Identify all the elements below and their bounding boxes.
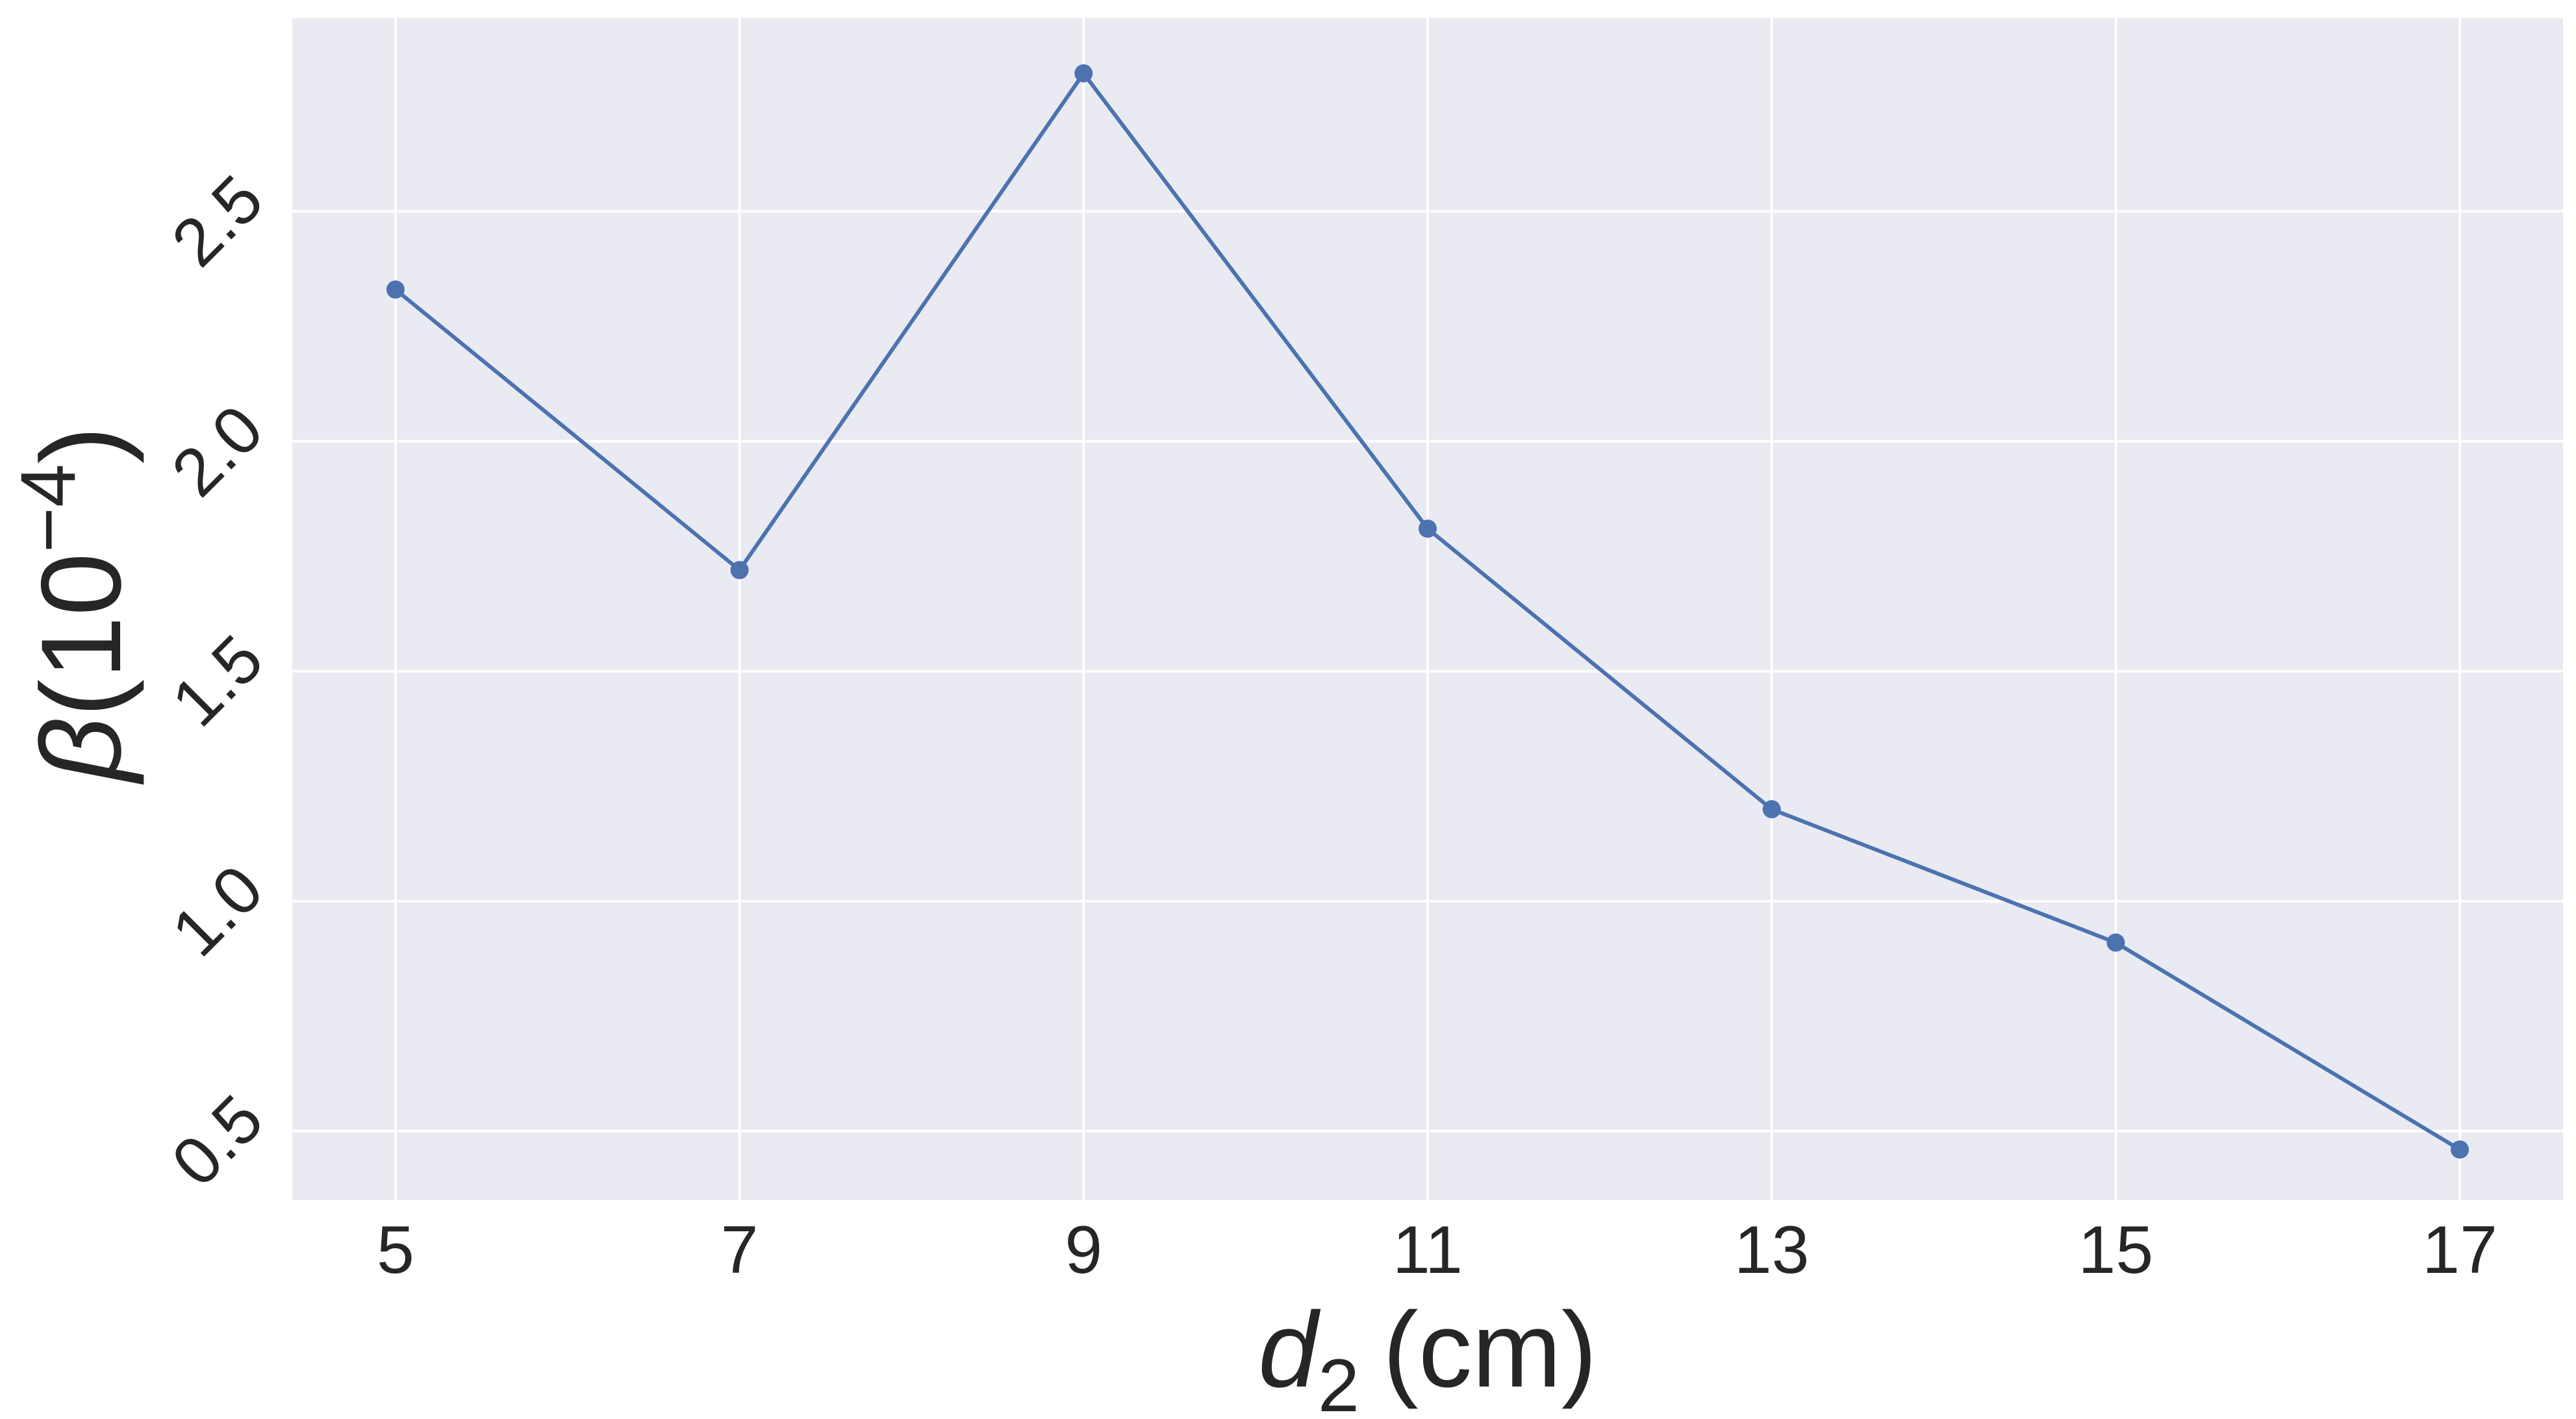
- y-tick-labels: 0.5 1.0 1.5 2.0 2.5: [158, 161, 277, 1201]
- y-axis-label-close: ): [18, 426, 145, 464]
- x-tick-label: 15: [2078, 1212, 2154, 1288]
- x-axis-label-subscript: 2: [1318, 1344, 1359, 1419]
- x-axis-label-base: d: [1258, 1290, 1321, 1409]
- data-point: [1762, 800, 1781, 819]
- y-tick-label: 2.0: [158, 391, 277, 510]
- y-axis-label: β(10−4): [5, 426, 145, 785]
- y-tick-label: 1.0: [158, 851, 277, 971]
- x-tick-label: 11: [1393, 1212, 1463, 1288]
- x-axis-label: d2 (cm): [1258, 1290, 1597, 1419]
- y-axis-label-superscript: −4: [5, 464, 92, 553]
- data-point: [730, 560, 749, 579]
- x-tick-labels: 5 7 9 11 13 15 17: [377, 1212, 2497, 1288]
- x-gridlines: [394, 18, 2462, 1200]
- y-axis-label-open: (10: [18, 553, 145, 717]
- data-point: [386, 280, 405, 299]
- x-tick-label: 17: [2422, 1212, 2497, 1288]
- y-tick-label: 1.5: [158, 621, 277, 740]
- data-point: [2106, 933, 2125, 952]
- data-point: [2451, 1140, 2469, 1159]
- x-tick-label: 9: [1065, 1212, 1102, 1288]
- data-point: [1419, 520, 1437, 538]
- x-tick-label: 5: [377, 1212, 414, 1288]
- y-tick-label: 2.5: [158, 161, 277, 281]
- data-point: [1074, 64, 1093, 82]
- y-axis-label-symbol: β: [18, 717, 145, 785]
- y-gridlines: [292, 210, 2563, 1133]
- x-axis-label-unit: (cm): [1383, 1290, 1597, 1409]
- y-tick-label: 0.5: [158, 1081, 277, 1201]
- x-tick-label: 7: [721, 1212, 759, 1288]
- x-tick-label: 13: [1734, 1212, 1810, 1288]
- data-points: [386, 64, 2469, 1159]
